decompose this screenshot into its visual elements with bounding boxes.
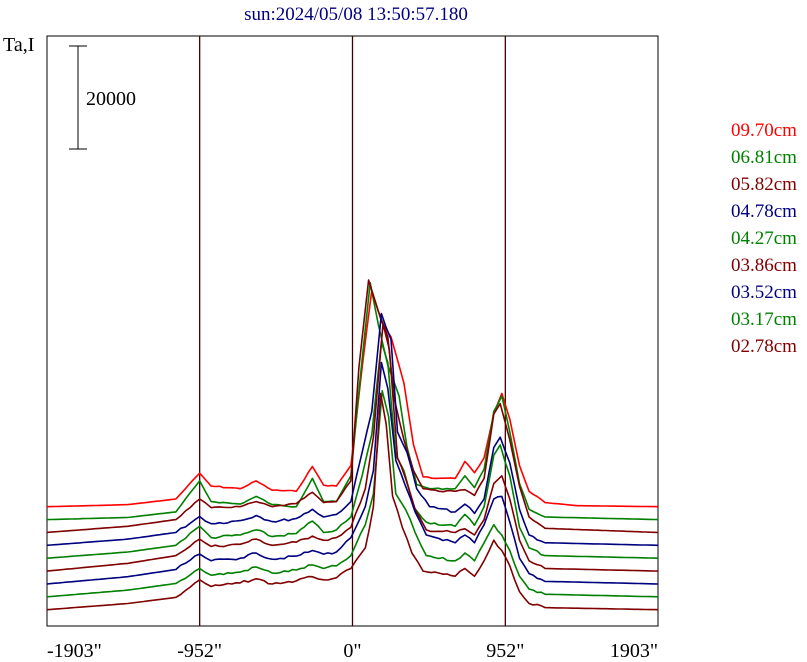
series-line-04.78cm xyxy=(46,312,659,547)
legend-entry: 04.27cm xyxy=(731,228,797,249)
vertical-markers xyxy=(199,36,506,626)
legend-entry: 04.78cm xyxy=(731,201,797,222)
series-line-05.82cm xyxy=(46,279,659,534)
legend-entry: 03.52cm xyxy=(731,282,797,303)
scale-bar-label: 20000 xyxy=(86,88,136,110)
legend-entry: 09.70cm xyxy=(731,120,797,141)
legend: 09.70cm 06.81cm 05.82cm 04.78cm 04.27cm 03.86… xyxy=(731,120,797,357)
scale-bar: 20000 xyxy=(69,45,136,150)
x-tick-labels: -1903" -952" 0" 952" 1903" xyxy=(47,640,658,662)
series-line-03.52cm xyxy=(46,361,659,585)
x-tick-label: 952" xyxy=(486,640,524,662)
series-line-06.81cm xyxy=(46,281,659,521)
series-line-03.17cm xyxy=(46,390,659,598)
y-axis-label: Ta,I xyxy=(3,34,34,56)
series-line-04.27cm xyxy=(46,341,659,559)
series-line-09.70cm xyxy=(46,289,659,508)
legend-entry: 02.78cm xyxy=(731,336,797,357)
x-tick-label: -952" xyxy=(177,640,222,662)
legend-entry: 05.82cm xyxy=(731,174,797,195)
legend-entry: 03.86cm xyxy=(731,255,797,276)
x-tick-label: -1903" xyxy=(47,640,102,662)
chart-title: sun:2024/05/08 13:50:57.180 xyxy=(244,4,468,25)
series-lines xyxy=(46,279,659,611)
x-tick-label: 1903" xyxy=(610,640,658,662)
series-line-03.86cm xyxy=(46,323,659,572)
legend-entry: 06.81cm xyxy=(731,147,797,168)
x-tick-label: 0" xyxy=(343,640,361,662)
legend-entry: 03.17cm xyxy=(731,309,797,330)
series-line-02.78cm xyxy=(46,392,659,611)
